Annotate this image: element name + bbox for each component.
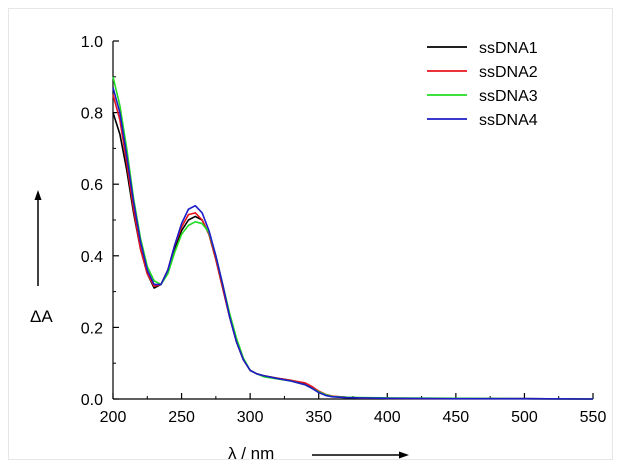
legend-label-ssDNA4: ssDNA4	[479, 112, 538, 129]
series-line-ssDNA4	[112, 87, 594, 400]
y-tick-label: 1.0	[81, 34, 103, 51]
y-tick-label: 0.4	[81, 249, 103, 266]
series-line-ssDNA1	[112, 112, 594, 400]
legend: ssDNA1 ssDNA2 ssDNA3 ssDNA4	[427, 40, 538, 129]
x-tick-label: 250	[168, 409, 195, 426]
x-axis-label: λ / nm	[228, 444, 274, 463]
legend-label-ssDNA3: ssDNA3	[479, 88, 538, 105]
y-tick-label: 0.6	[81, 177, 103, 194]
x-tick-label: 450	[443, 409, 470, 426]
series-line-ssDNA2	[112, 94, 594, 400]
y-tick-label: 0.2	[81, 320, 103, 337]
y-tick-label: 0.8	[81, 106, 103, 123]
chart-frame	[8, 8, 613, 460]
x-tick-label: 550	[580, 409, 607, 426]
x-tick-label: 350	[305, 409, 332, 426]
x-tick-label: 500	[511, 409, 538, 426]
x-tick-label: 400	[374, 409, 401, 426]
y-tick-label: 0.0	[81, 392, 103, 409]
x-tick-label: 200	[100, 409, 127, 426]
x-tick-label: 300	[237, 409, 264, 426]
y-axis-arrow	[34, 190, 42, 286]
x-axis-arrow	[312, 451, 409, 459]
y-axis-label: ΔA	[30, 307, 53, 326]
axes: 0.0 0.2 0.4 0.6 0.8 1.0 200 250 300 350 400 450 500 5…	[81, 34, 607, 426]
legend-label-ssDNA1: ssDNA1	[479, 40, 538, 57]
series-lines	[112, 76, 594, 400]
legend-label-ssDNA2: ssDNA2	[479, 64, 538, 81]
